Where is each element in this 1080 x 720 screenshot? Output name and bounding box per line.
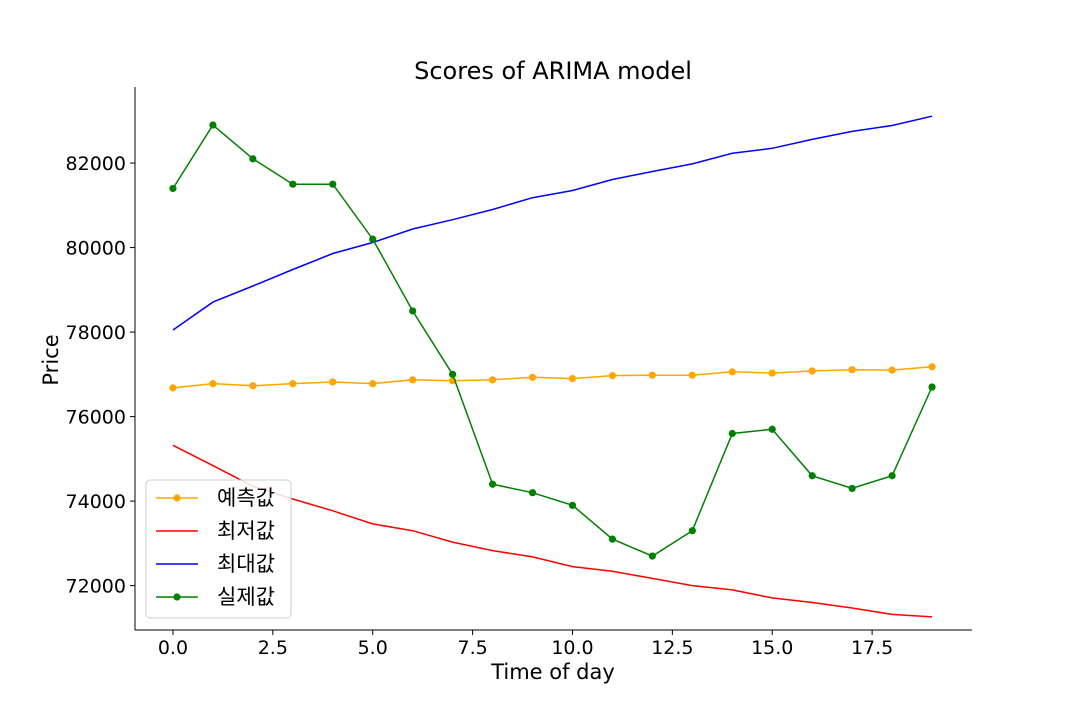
data-point: [209, 380, 217, 388]
data-point: [289, 180, 297, 188]
data-point: [409, 376, 417, 384]
data-point: [289, 380, 297, 388]
data-point: [808, 472, 816, 480]
data-point: [528, 373, 537, 381]
x-tick-label: 5.0: [358, 637, 388, 659]
y-tick-label: 76000: [66, 407, 126, 429]
x-tick-label: 17.5: [851, 637, 893, 659]
legend-marker: [173, 593, 181, 601]
legend-label: 실제값: [217, 585, 275, 609]
series-line-2: [172, 115, 933, 331]
data-point: [648, 552, 656, 560]
x-tick-label: 15.0: [751, 637, 793, 659]
legend-label: 최저값: [217, 519, 275, 543]
series-line-0: [172, 365, 933, 389]
data-point: [768, 369, 776, 377]
data-point: [369, 380, 377, 388]
data-point: [488, 480, 497, 488]
data-point: [768, 425, 776, 433]
data-point: [488, 376, 497, 384]
data-point: [728, 368, 736, 376]
data-point: [648, 371, 656, 379]
y-axis-ticks: 72000 74000 76000 78000 80000 82000: [66, 153, 135, 598]
data-point: [608, 372, 617, 380]
data-point: [848, 366, 856, 374]
x-tick-label: 7.5: [457, 637, 487, 659]
data-point: [808, 367, 816, 375]
data-point: [688, 371, 696, 379]
data-point: [249, 382, 257, 390]
x-tick-label: 10.0: [551, 637, 593, 659]
data-point: [169, 384, 177, 392]
data-point: [688, 527, 696, 535]
x-tick-label: 0.0: [158, 637, 188, 659]
data-point: [329, 378, 337, 386]
x-tick-label: 12.5: [651, 637, 693, 659]
legend-label: 최대값: [217, 552, 275, 576]
data-point: [608, 535, 617, 543]
data-point: [568, 501, 577, 509]
y-axis-label: Price: [39, 334, 63, 385]
data-point: [848, 484, 856, 493]
data-point: [249, 155, 257, 163]
legend-frame: [145, 479, 292, 619]
x-axis-ticks: 0.0 2.5 5.0 7.5 10.0 12.5 15.0 17.5: [158, 630, 893, 659]
x-tick-label: 2.5: [258, 637, 288, 659]
series-line-1: [172, 444, 933, 618]
data-point: [169, 184, 177, 193]
y-tick-label: 82000: [66, 153, 126, 175]
y-tick-label: 78000: [66, 322, 126, 344]
data-point: [888, 472, 896, 480]
data-point: [449, 370, 457, 378]
data-point: [928, 383, 936, 391]
data-point: [888, 366, 896, 374]
data-point: [409, 307, 417, 315]
data-point: [329, 180, 337, 188]
legend-label: 예측값: [217, 486, 275, 510]
data-point: [528, 489, 537, 497]
x-axis-label: Time of day: [490, 660, 615, 684]
y-tick-label: 74000: [66, 491, 126, 513]
y-tick-label: 72000: [66, 576, 126, 598]
data-point: [928, 363, 936, 371]
series-line-3: [172, 123, 933, 557]
data-point: [209, 121, 217, 129]
y-tick-label: 80000: [66, 238, 126, 260]
chart-title: Scores of ARIMA model: [414, 57, 692, 85]
legend-marker: [173, 494, 181, 502]
data-point: [728, 429, 736, 438]
data-point: [369, 235, 377, 243]
data-point: [568, 374, 577, 383]
plot-area: [169, 115, 936, 618]
